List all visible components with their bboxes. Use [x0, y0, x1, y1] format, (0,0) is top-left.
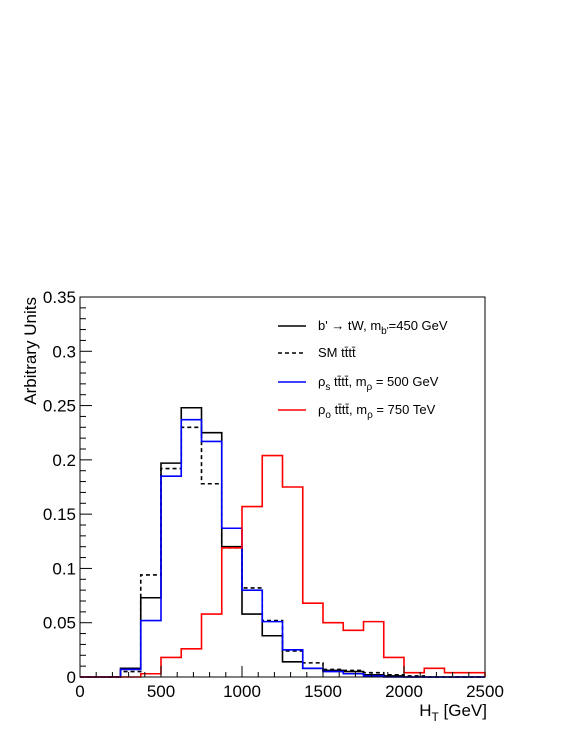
y-axis-title: Arbitrary Units [21, 297, 40, 405]
x-axis-title-sub: T [431, 710, 439, 724]
x-axis-title: HT [GeV] [419, 701, 487, 724]
y-tick-label: 0.15 [43, 505, 76, 524]
y-tick-label: 0.1 [52, 559, 76, 578]
y-tick-label: 0.35 [43, 288, 76, 307]
legend: b' → tW, mb'=450 GeV SM tt̄tt̄ ρs tt̄tt̄, … [278, 318, 448, 421]
y-tick-label: 0 [67, 668, 76, 687]
series-line-rho_o [80, 454, 486, 678]
x-tick-label: 1500 [304, 682, 342, 701]
legend-label-bprime: b' → tW, mb'=450 GeV [318, 318, 448, 337]
y-tick-label: 0.05 [43, 614, 76, 633]
legend-label-rho_s: ρs tt̄tt̄, mρ = 500 GeV [318, 374, 439, 393]
x-tick-label: 2000 [385, 682, 423, 701]
y-tick-label: 0.3 [52, 342, 76, 361]
legend-label-rho_o: ρo tt̄tt̄, mρ = 750 TeV [318, 402, 436, 421]
axis-layer: 0 500 1000 1500 2000 2500 0 0.05 0.1 0.15 0.2 0.25 0… [43, 288, 504, 701]
series-line-rho_s [80, 418, 485, 678]
series-line-bprime [80, 406, 485, 678]
x-axis-title-unit: [GeV] [439, 701, 487, 720]
legend-label-sm: SM tt̄tt̄ [318, 345, 356, 360]
x-tick-label: 0 [75, 682, 84, 701]
x-axis-title-main: H [419, 701, 431, 720]
x-tick-label: 1000 [223, 682, 261, 701]
y-tick-label: 0.2 [52, 451, 76, 470]
plot-frame [79, 296, 486, 678]
y-tick-label: 0.25 [43, 397, 76, 416]
x-tick-label: 2500 [466, 682, 504, 701]
x-tick-label: 500 [147, 682, 175, 701]
